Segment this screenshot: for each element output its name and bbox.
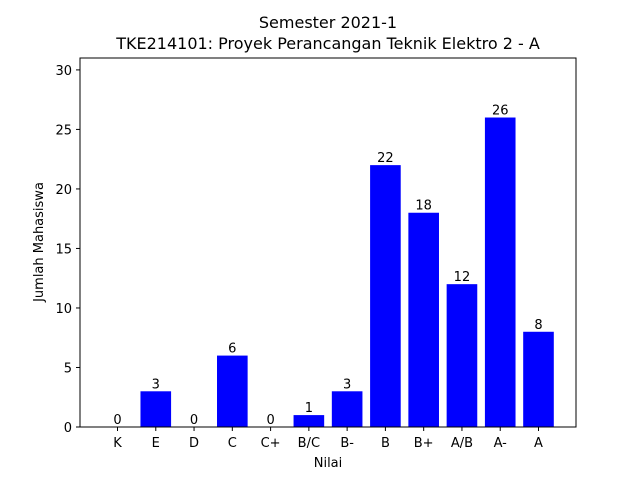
plot-area-frame	[79, 57, 577, 428]
x-tick-label: K	[113, 436, 122, 451]
y-tick-label: 20	[55, 183, 72, 198]
bar-value-label: 12	[454, 270, 471, 285]
chart-subtitle: TKE214101: Proyek Perancangan Teknik Ele…	[115, 34, 540, 53]
x-tick-label: B-	[340, 436, 354, 451]
bar-value-label: 1	[305, 401, 313, 416]
bar-value-label: 0	[266, 413, 274, 428]
x-tick-label: B	[381, 436, 390, 451]
x-tick-label: A/B	[451, 436, 473, 451]
bar-value-label: 8	[534, 318, 542, 333]
bar-b	[331, 391, 363, 427]
bar-a	[484, 117, 516, 428]
bar-e	[140, 391, 172, 427]
y-tick-label: 15	[55, 242, 72, 257]
x-tick-label: A-	[494, 436, 508, 451]
bar-value-label: 0	[113, 413, 121, 428]
bar-a	[523, 331, 554, 427]
bar-value-label: 18	[415, 199, 432, 214]
y-tick-label: 0	[64, 421, 72, 436]
bar-value-label: 22	[377, 151, 394, 166]
x-tick-label: B+	[414, 436, 434, 451]
bar-value-label: 26	[492, 104, 509, 119]
x-tick-label: B/C	[298, 436, 320, 451]
bar-b-c	[293, 415, 325, 427]
y-tick-label: 30	[55, 64, 72, 79]
bar-b	[370, 165, 401, 427]
bar-value-label: 3	[343, 377, 351, 392]
y-tick-label: 5	[64, 361, 72, 376]
y-tick-label: 25	[55, 123, 72, 138]
x-tick-label: D	[189, 436, 199, 451]
bar-value-labels: 0 3 0 6 0 1 3 22 18 12 26 8	[113, 104, 542, 428]
x-tick-label: C+	[261, 436, 281, 451]
x-axis-ticks: K E D C C+ B/C B- B B+ A/B A- A	[113, 427, 543, 451]
y-axis-ticks: 0 5 10 15 20 25 30	[55, 64, 80, 436]
bar-c	[217, 355, 248, 427]
x-tick-label: A	[534, 436, 543, 451]
bar-value-label: 0	[190, 413, 198, 428]
x-axis-label: Nilai	[314, 456, 343, 471]
x-tick-label: C	[228, 436, 237, 451]
bar-value-label: 6	[228, 342, 236, 357]
chart-title: Semester 2021-1	[259, 13, 397, 32]
bars	[140, 117, 554, 428]
y-tick-label: 10	[55, 302, 72, 317]
y-axis-label: Jumlah Mahasiswa	[32, 182, 47, 303]
bar-b	[408, 212, 439, 427]
x-tick-label: E	[152, 436, 160, 451]
bar-value-label: 3	[152, 377, 160, 392]
bar-a-b	[446, 284, 478, 427]
